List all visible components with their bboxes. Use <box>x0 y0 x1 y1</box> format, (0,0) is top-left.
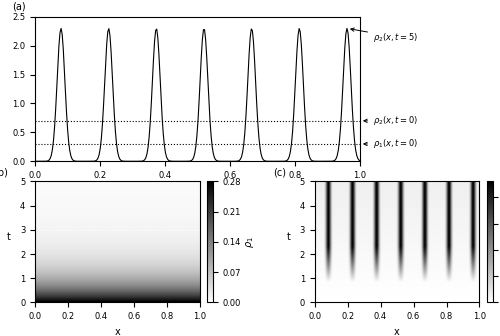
Text: $\rho_2(x,t=5)$: $\rho_2(x,t=5)$ <box>351 28 418 44</box>
X-axis label: x: x <box>194 185 200 196</box>
Text: $\rho_1(x,t=0)$: $\rho_1(x,t=0)$ <box>364 137 418 151</box>
Y-axis label: t: t <box>286 232 290 242</box>
X-axis label: x: x <box>114 327 120 336</box>
Y-axis label: t: t <box>7 232 10 242</box>
Y-axis label: $\rho_1$: $\rho_1$ <box>244 236 256 248</box>
X-axis label: x: x <box>394 327 400 336</box>
Text: (c): (c) <box>274 167 286 177</box>
Text: (b): (b) <box>0 167 8 177</box>
Text: $\rho_2(x,t=0)$: $\rho_2(x,t=0)$ <box>364 114 418 127</box>
Text: (a): (a) <box>12 2 26 11</box>
